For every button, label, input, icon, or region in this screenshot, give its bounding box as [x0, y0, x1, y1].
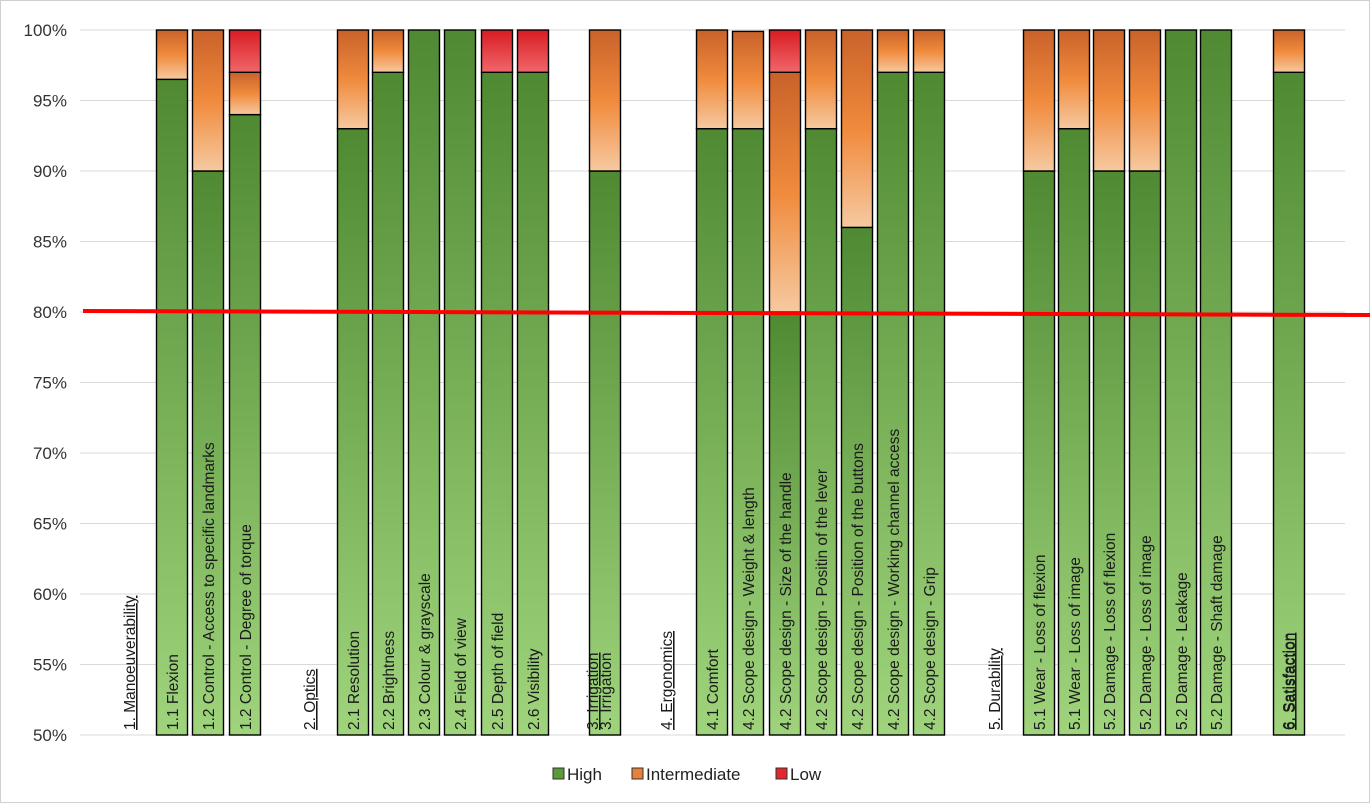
bar-segment-high: [731, 127, 765, 736]
bar-category-label: 3. Irrigation: [598, 652, 615, 730]
bar-category-label: 1.2 Control - Access to specific landmar…: [201, 442, 218, 730]
bar-category-label: 4.2 Scope design - Grip: [922, 567, 939, 730]
bar-segment-high: [1057, 127, 1091, 736]
bar-segment-high: [876, 71, 910, 736]
group-label: 1. Manoeuverability: [122, 595, 139, 730]
bar-category-label: 4.2 Scope design - Working channel acces…: [886, 428, 903, 730]
bar-segment-high: [768, 311, 802, 736]
bar-segment-intermediate: [804, 29, 838, 130]
bar-segment-high: [407, 29, 441, 736]
legend: High Intermediate Low: [552, 765, 822, 784]
y-tick-label: 50%: [33, 726, 67, 745]
bar-segment-low: [516, 29, 550, 73]
y-tick-label: 60%: [33, 585, 67, 604]
bar-category-label: 1.2 Control - Degree of torque: [238, 524, 255, 730]
bar-category-label: 2.3 Colour & grayscale: [417, 573, 434, 730]
bar-segment-intermediate: [912, 29, 946, 73]
bar-category-label: 5.1 Wear - Loss of image: [1067, 557, 1084, 730]
bar-segment-intermediate: [695, 29, 729, 130]
bar-category-label: 2.1 Resolution: [346, 631, 363, 730]
legend-label-high: High: [567, 765, 602, 784]
bar-segment-intermediate: [731, 30, 765, 130]
bar-category-label: 1.1 Flexion: [165, 654, 182, 730]
threshold-80-line: [82, 309, 1370, 317]
bar-segment-intermediate: [768, 71, 802, 313]
bar-category-label: 5.1 Wear - Loss of flexion: [1032, 555, 1049, 730]
bar-segment-high: [1272, 71, 1306, 736]
group-label: 3. Irrigation: [585, 652, 602, 730]
bar-category-label: 4.2 Scope design - Position of the butto…: [850, 443, 867, 730]
bar-segment-high: [1199, 29, 1233, 736]
bar-category-label: 2.6 Visibility: [526, 648, 543, 730]
bar-category-label: 4.2 Scope design - Size of the handle: [778, 472, 795, 730]
bar-segment-intermediate: [191, 29, 225, 172]
bar-segment-intermediate: [155, 29, 189, 81]
bar-segment-high: [1164, 29, 1198, 736]
bar-segment-high: [371, 71, 405, 736]
bar-segment-intermediate: [1022, 29, 1056, 172]
legend-label-low: Low: [790, 765, 822, 784]
bar-segment-low: [768, 29, 802, 73]
bar-segment-low: [228, 29, 262, 73]
y-axis: 50% 55% 60% 65% 70% 75% 80% 85% 90% 95% 100%: [24, 21, 67, 745]
y-tick-label: 70%: [33, 444, 67, 463]
legend-label-intermediate: Intermediate: [646, 765, 741, 784]
y-tick-label: 65%: [33, 515, 67, 534]
y-tick-label: 55%: [33, 656, 67, 675]
bar-segment-intermediate: [228, 71, 262, 116]
bar-segment-high: [588, 170, 622, 736]
bar-segment-high: [912, 71, 946, 736]
bar-segment-high: [804, 127, 838, 736]
bar-category-label: 5.2 Damage - Shaft damage: [1209, 535, 1226, 730]
bar-segment-intermediate: [1128, 29, 1162, 172]
legend-swatch-intermediate: [631, 767, 644, 780]
bar-category-label: 5.2 Damage - Leakage: [1174, 572, 1191, 730]
bar-segment-high: [516, 71, 550, 736]
group-label: 2. Optics: [302, 669, 319, 730]
bar-category-label: 5.2 Damage - Loss of image: [1138, 535, 1155, 730]
bar-category-label: 4.1 Comfort: [705, 648, 722, 730]
bar-category-label: 2.2 Brightness: [381, 631, 398, 730]
y-tick-label: 95%: [33, 92, 67, 111]
y-tick-label: 80%: [33, 303, 67, 322]
legend-swatch-high: [552, 767, 565, 780]
bar-segment-high: [695, 127, 729, 736]
bar-segment-intermediate: [1057, 29, 1091, 130]
y-tick-label: 85%: [33, 233, 67, 252]
threshold-line: [82, 309, 1370, 317]
group-label: 4. Ergonomics: [659, 631, 676, 730]
y-tick-label: 75%: [33, 374, 67, 393]
bar-category-label: 4.2 Scope design - Positin of the lever: [814, 469, 831, 730]
bar-segment-intermediate: [588, 29, 622, 172]
bar-segment-high: [443, 29, 477, 736]
bar-category-label: 2.4 Field of view: [453, 617, 470, 730]
group-label: 6. Satisfaction: [1281, 633, 1298, 730]
bar-segment-high: [191, 170, 225, 736]
bar-segment-intermediate: [876, 29, 910, 73]
bar-segment-intermediate: [1092, 29, 1126, 172]
bar-segment-intermediate: [840, 29, 874, 229]
bar-segment-intermediate: [371, 29, 405, 73]
bar-segment-high: [1022, 170, 1056, 736]
bar-segment-high: [1128, 170, 1162, 736]
bar-category-label: 4.2 Scope design - Weight & length: [741, 487, 758, 730]
bar-category-label: 5.2 Damage - Loss of flexion: [1102, 533, 1119, 730]
legend-swatch-low: [775, 767, 788, 780]
bar-category-label: 2.5 Depth of field: [490, 613, 507, 730]
bar-segment-intermediate: [1272, 29, 1306, 73]
bar-segment-high: [155, 78, 189, 736]
bar-labels: 1.1 Flexion 1.2 Control - Access to speci…: [122, 428, 1299, 730]
y-tick-label: 100%: [24, 21, 67, 40]
bar-segment-high: [480, 71, 514, 736]
y-tick-label: 90%: [33, 162, 67, 181]
bar-segment-high: [1092, 170, 1126, 736]
bar-segment-low: [480, 29, 514, 73]
bar-segment-intermediate: [336, 29, 370, 130]
group-label: 5. Durability: [987, 648, 1004, 730]
bar-category-label: 6. Satisfaction: [1282, 633, 1299, 730]
